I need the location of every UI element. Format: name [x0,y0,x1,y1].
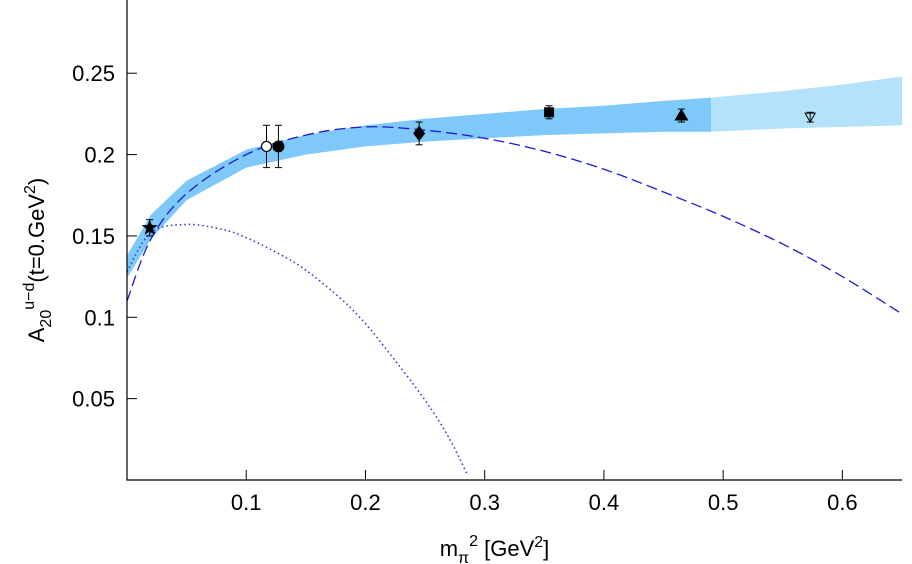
y-tick-label: 0.15 [72,224,115,249]
marker-open-triangle-down [804,112,817,124]
y-axis-title: A20u−d(t=0.GeV2) [21,178,55,343]
data-point-star [141,219,158,237]
marker-open-circle [260,140,273,153]
marker-square [544,107,555,118]
data-point-square [544,105,555,120]
y-tick-label: 0.1 [84,305,115,330]
curve-dashed [127,126,902,315]
data-point-triangle-down-open [804,111,817,124]
x-tick-label: 0.3 [469,490,500,515]
curve-dotted [127,223,468,474]
plot-area [126,0,902,481]
x-tick-label: 0.5 [708,490,739,515]
y-tick-label: 0.25 [72,61,115,86]
marker-diamond [413,125,426,142]
marker-circle [272,140,285,153]
band-extrapolated [711,76,902,132]
axes-frame [126,0,902,481]
axis-ticks: 0.1 0.2 0.3 0.4 0.5 0.6 0.05 0.1 0.15 0.2 0.25 [72,61,858,515]
data-point-circle-open [260,124,273,169]
data-point-circle [272,124,285,169]
x-tick-label: 0.2 [350,490,381,515]
x-tick-label: 0.4 [589,490,620,515]
data-point-triangle [674,108,689,123]
x-tick-label: 0.1 [231,490,262,515]
marker-triangle [674,108,689,121]
x-axis-title: mπ2 [GeV2] [440,533,550,564]
x-tick-label: 0.6 [827,490,858,515]
plot-content [127,76,902,474]
y-tick-label: 0.2 [84,143,115,168]
y-tick-label: 0.05 [72,387,115,412]
marker-star [141,219,158,235]
data-point-diamond [413,121,426,146]
